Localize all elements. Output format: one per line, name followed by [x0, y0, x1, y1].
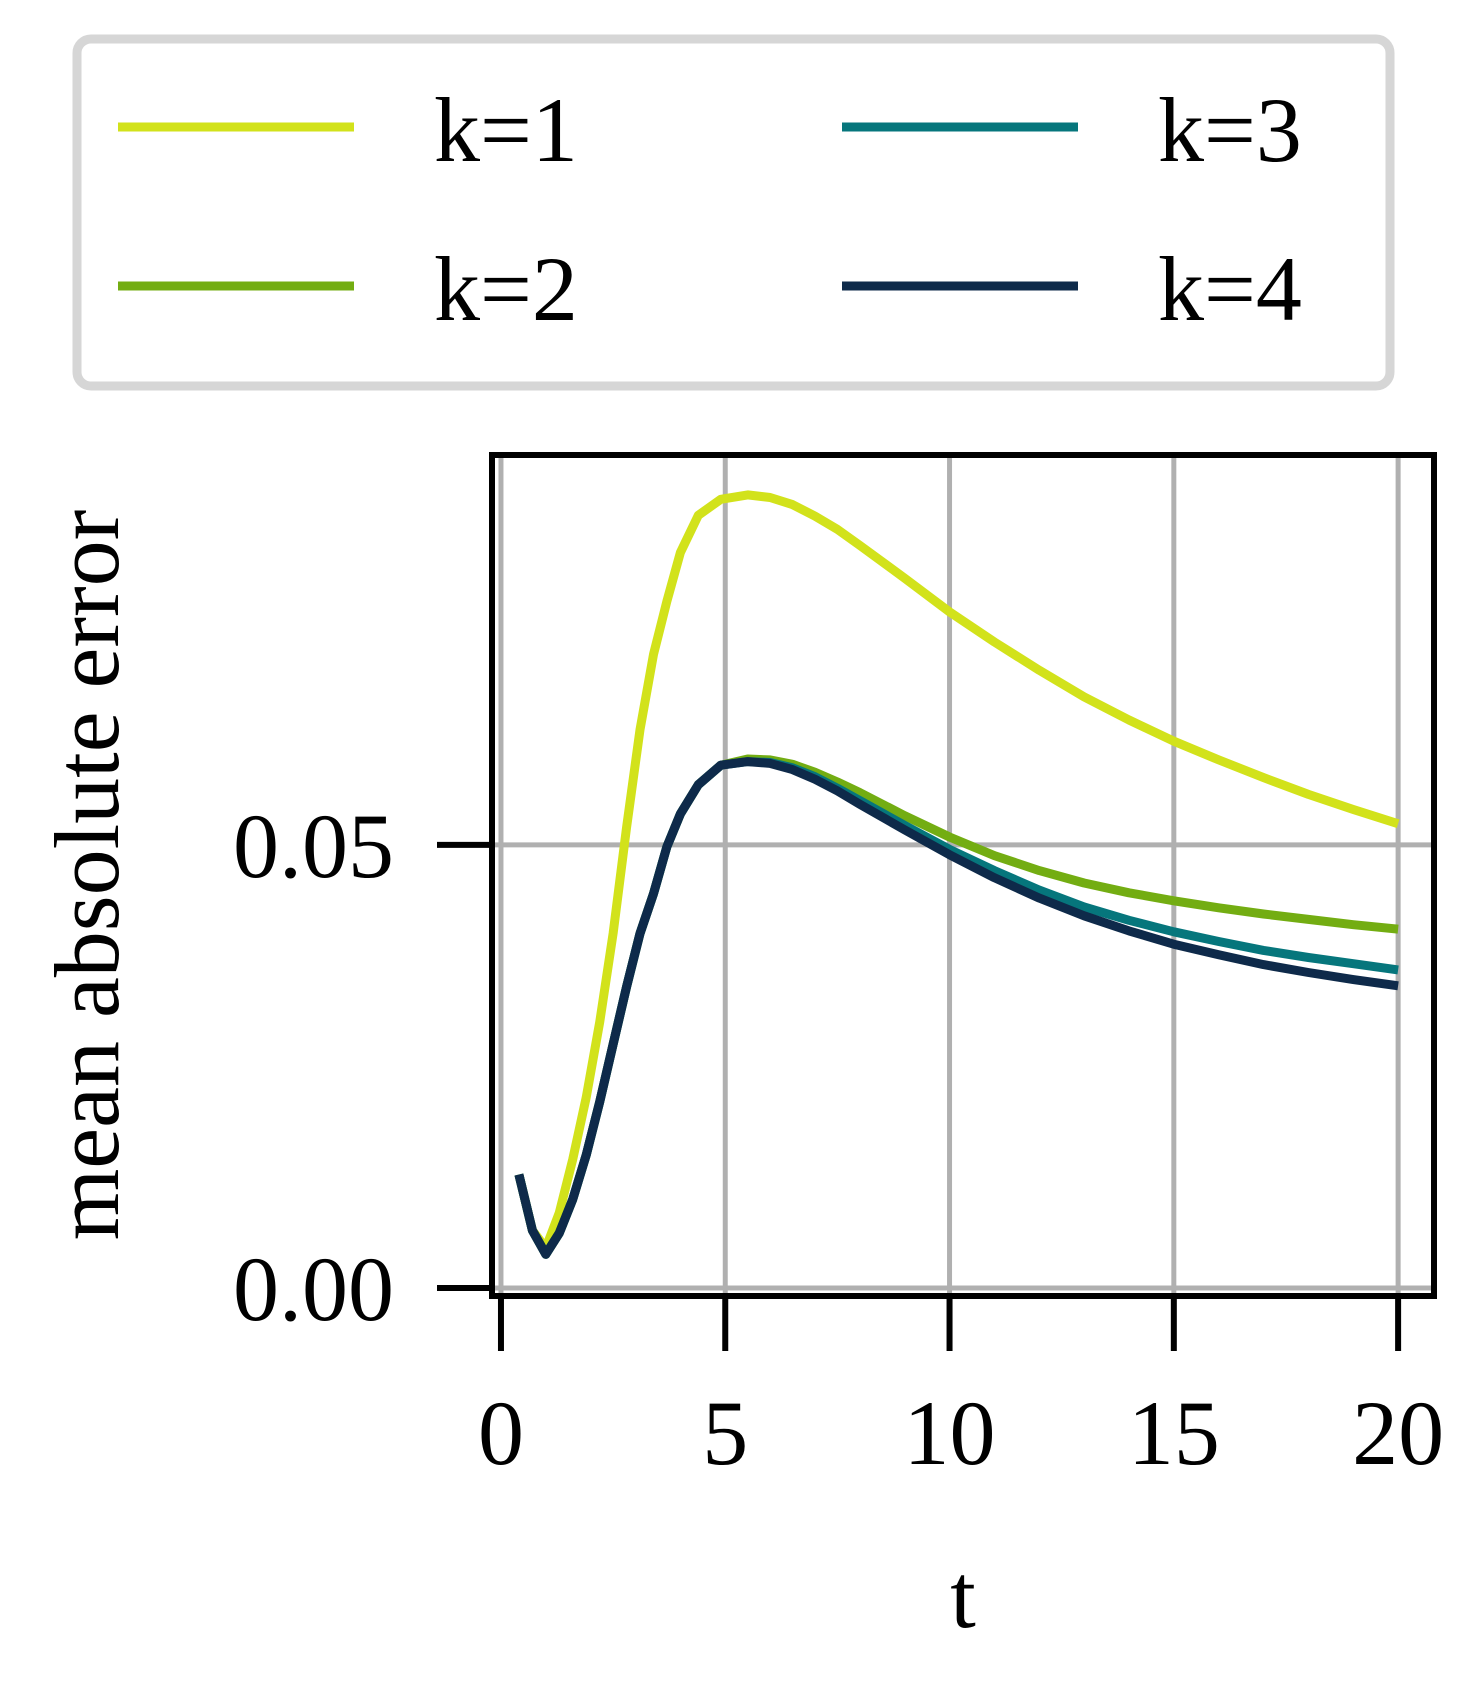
plot-frame — [489, 452, 1437, 1299]
series-line-2 — [514, 754, 1399, 1259]
x-tick-label: 10 — [904, 1382, 996, 1484]
grid — [492, 455, 1434, 1296]
y-tick-label: 0.05 — [233, 795, 394, 897]
legend-label-2: k=2 — [434, 238, 578, 340]
legend-label-3: k=3 — [1158, 79, 1302, 181]
x-tick-label: 0 — [478, 1382, 524, 1484]
legend: k=1 k=2 k=3 k=4 — [72, 34, 1395, 391]
series-line-3 — [514, 757, 1399, 1259]
legend-label-4: k=4 — [1158, 238, 1302, 340]
plot-lines — [514, 490, 1400, 1259]
series-line-1 — [514, 490, 1400, 1253]
axis-ticks: 0 5 10 15 20 0.00 0.05 — [233, 795, 1444, 1484]
x-tick-label: 5 — [702, 1382, 748, 1484]
x-tick-label: 15 — [1128, 1382, 1220, 1484]
x-axis-label: t — [950, 1545, 976, 1647]
y-axis-label: mean absolute error — [36, 510, 138, 1241]
x-tick-label: 20 — [1352, 1382, 1444, 1484]
series-line-4 — [514, 757, 1399, 1259]
legend-label-1: k=1 — [434, 79, 578, 181]
y-tick-label: 0.00 — [233, 1238, 394, 1340]
